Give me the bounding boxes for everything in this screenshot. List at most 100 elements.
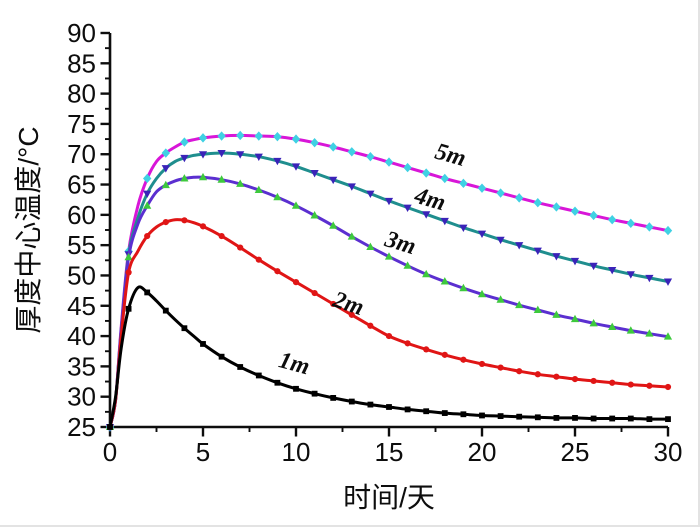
square-marker <box>516 413 523 420</box>
triangle-up-marker <box>459 283 468 292</box>
triangle-down-marker <box>384 197 394 206</box>
triangle-up-marker <box>291 201 301 209</box>
circle-marker <box>348 311 355 318</box>
x-tick-label: 15 <box>375 437 404 467</box>
diamond-marker <box>310 138 319 148</box>
x-tick-label: 0 <box>103 437 117 467</box>
triangle-down-marker <box>570 257 580 266</box>
triangle-down-marker <box>254 153 263 162</box>
triangle-down-marker <box>459 224 468 232</box>
diamond-marker <box>180 137 189 147</box>
diamond-marker <box>236 130 245 141</box>
diamond-marker <box>589 210 598 221</box>
x-axis-title: 时间/天 <box>343 482 435 513</box>
square-marker <box>590 415 597 422</box>
curve-line-4m <box>108 151 670 429</box>
circle-marker <box>534 371 541 378</box>
triangle-up-marker <box>347 232 356 240</box>
square-marker <box>423 408 430 415</box>
curve-markers-2m <box>106 217 672 431</box>
triangle-up-marker <box>384 252 394 260</box>
square-marker <box>479 412 485 419</box>
y-tick-label: 70 <box>67 139 96 169</box>
triangle-up-marker <box>273 192 282 201</box>
circle-marker <box>553 373 560 380</box>
y-axis-title: 厚度中心温度/°C <box>13 126 44 333</box>
circle-marker <box>255 256 262 263</box>
square-marker <box>107 424 113 430</box>
curve-markers-1m <box>107 289 671 430</box>
curve-markers-5m <box>105 130 673 432</box>
triangle-down-marker <box>589 262 598 271</box>
diamond-marker <box>384 157 394 167</box>
diamond-marker <box>291 134 301 144</box>
triangle-down-marker <box>440 217 449 226</box>
square-marker <box>386 404 392 410</box>
circle-marker <box>516 368 523 375</box>
triangle-up-marker <box>477 289 487 298</box>
diamond-marker <box>515 193 524 203</box>
triangle-up-marker <box>217 175 226 183</box>
y-tick-label: 75 <box>67 109 96 139</box>
square-marker <box>218 353 225 360</box>
square-marker <box>237 364 244 370</box>
triangle-down-marker <box>608 267 617 275</box>
x-tick-label: 30 <box>654 437 683 467</box>
circle-marker <box>237 244 244 251</box>
square-marker <box>534 414 541 421</box>
circle-marker <box>385 332 393 340</box>
square-marker <box>404 406 411 413</box>
triangle-down-marker <box>347 183 356 191</box>
square-marker <box>553 415 560 421</box>
diamond-marker <box>366 151 375 162</box>
triangle-down-marker <box>403 204 412 212</box>
x-tick-label: 25 <box>561 437 590 467</box>
series-4m <box>105 150 673 432</box>
triangle-down-marker <box>422 211 431 219</box>
circle-marker <box>590 377 597 385</box>
circle-marker <box>664 383 672 391</box>
circle-marker <box>292 279 300 286</box>
diamond-marker <box>608 214 617 225</box>
diamond-marker <box>477 183 487 193</box>
triangle-down-marker <box>143 190 152 199</box>
square-marker <box>274 379 281 386</box>
y-tick-label: 80 <box>67 79 96 109</box>
curve-label-1m: 1m <box>276 347 312 380</box>
square-marker <box>627 415 634 422</box>
triangle-up-marker <box>589 318 598 327</box>
diamond-marker <box>552 202 561 212</box>
diamond-marker <box>533 198 542 208</box>
triangle-up-marker <box>403 261 412 269</box>
y-tick-label: 85 <box>67 48 96 78</box>
square-marker <box>293 385 299 392</box>
diamond-marker <box>570 206 580 216</box>
triangle-up-marker <box>663 332 673 340</box>
diamond-marker <box>663 225 673 236</box>
circle-marker <box>571 376 579 383</box>
triangle-down-marker <box>180 154 189 163</box>
diamond-marker <box>347 147 356 157</box>
triangle-up-marker <box>533 305 542 314</box>
square-marker <box>330 395 337 401</box>
x-tick-label: 20 <box>468 437 497 467</box>
square-marker <box>255 372 262 379</box>
square-marker <box>144 289 151 296</box>
square-marker <box>348 398 355 405</box>
x-tick-label: 5 <box>196 437 210 467</box>
series-3m <box>105 172 673 430</box>
diamond-marker <box>459 178 468 189</box>
triangle-down-marker <box>552 253 561 261</box>
triangle-up-marker <box>124 252 133 261</box>
circle-marker <box>646 382 653 389</box>
circle-marker <box>627 381 634 388</box>
triangle-down-marker <box>645 274 654 283</box>
circle-marker <box>218 232 225 240</box>
curve-label-5m: 5m <box>432 139 469 172</box>
circle-marker <box>125 269 132 276</box>
circle-marker <box>404 340 411 347</box>
circle-marker <box>162 219 169 226</box>
diamond-marker <box>626 218 635 229</box>
